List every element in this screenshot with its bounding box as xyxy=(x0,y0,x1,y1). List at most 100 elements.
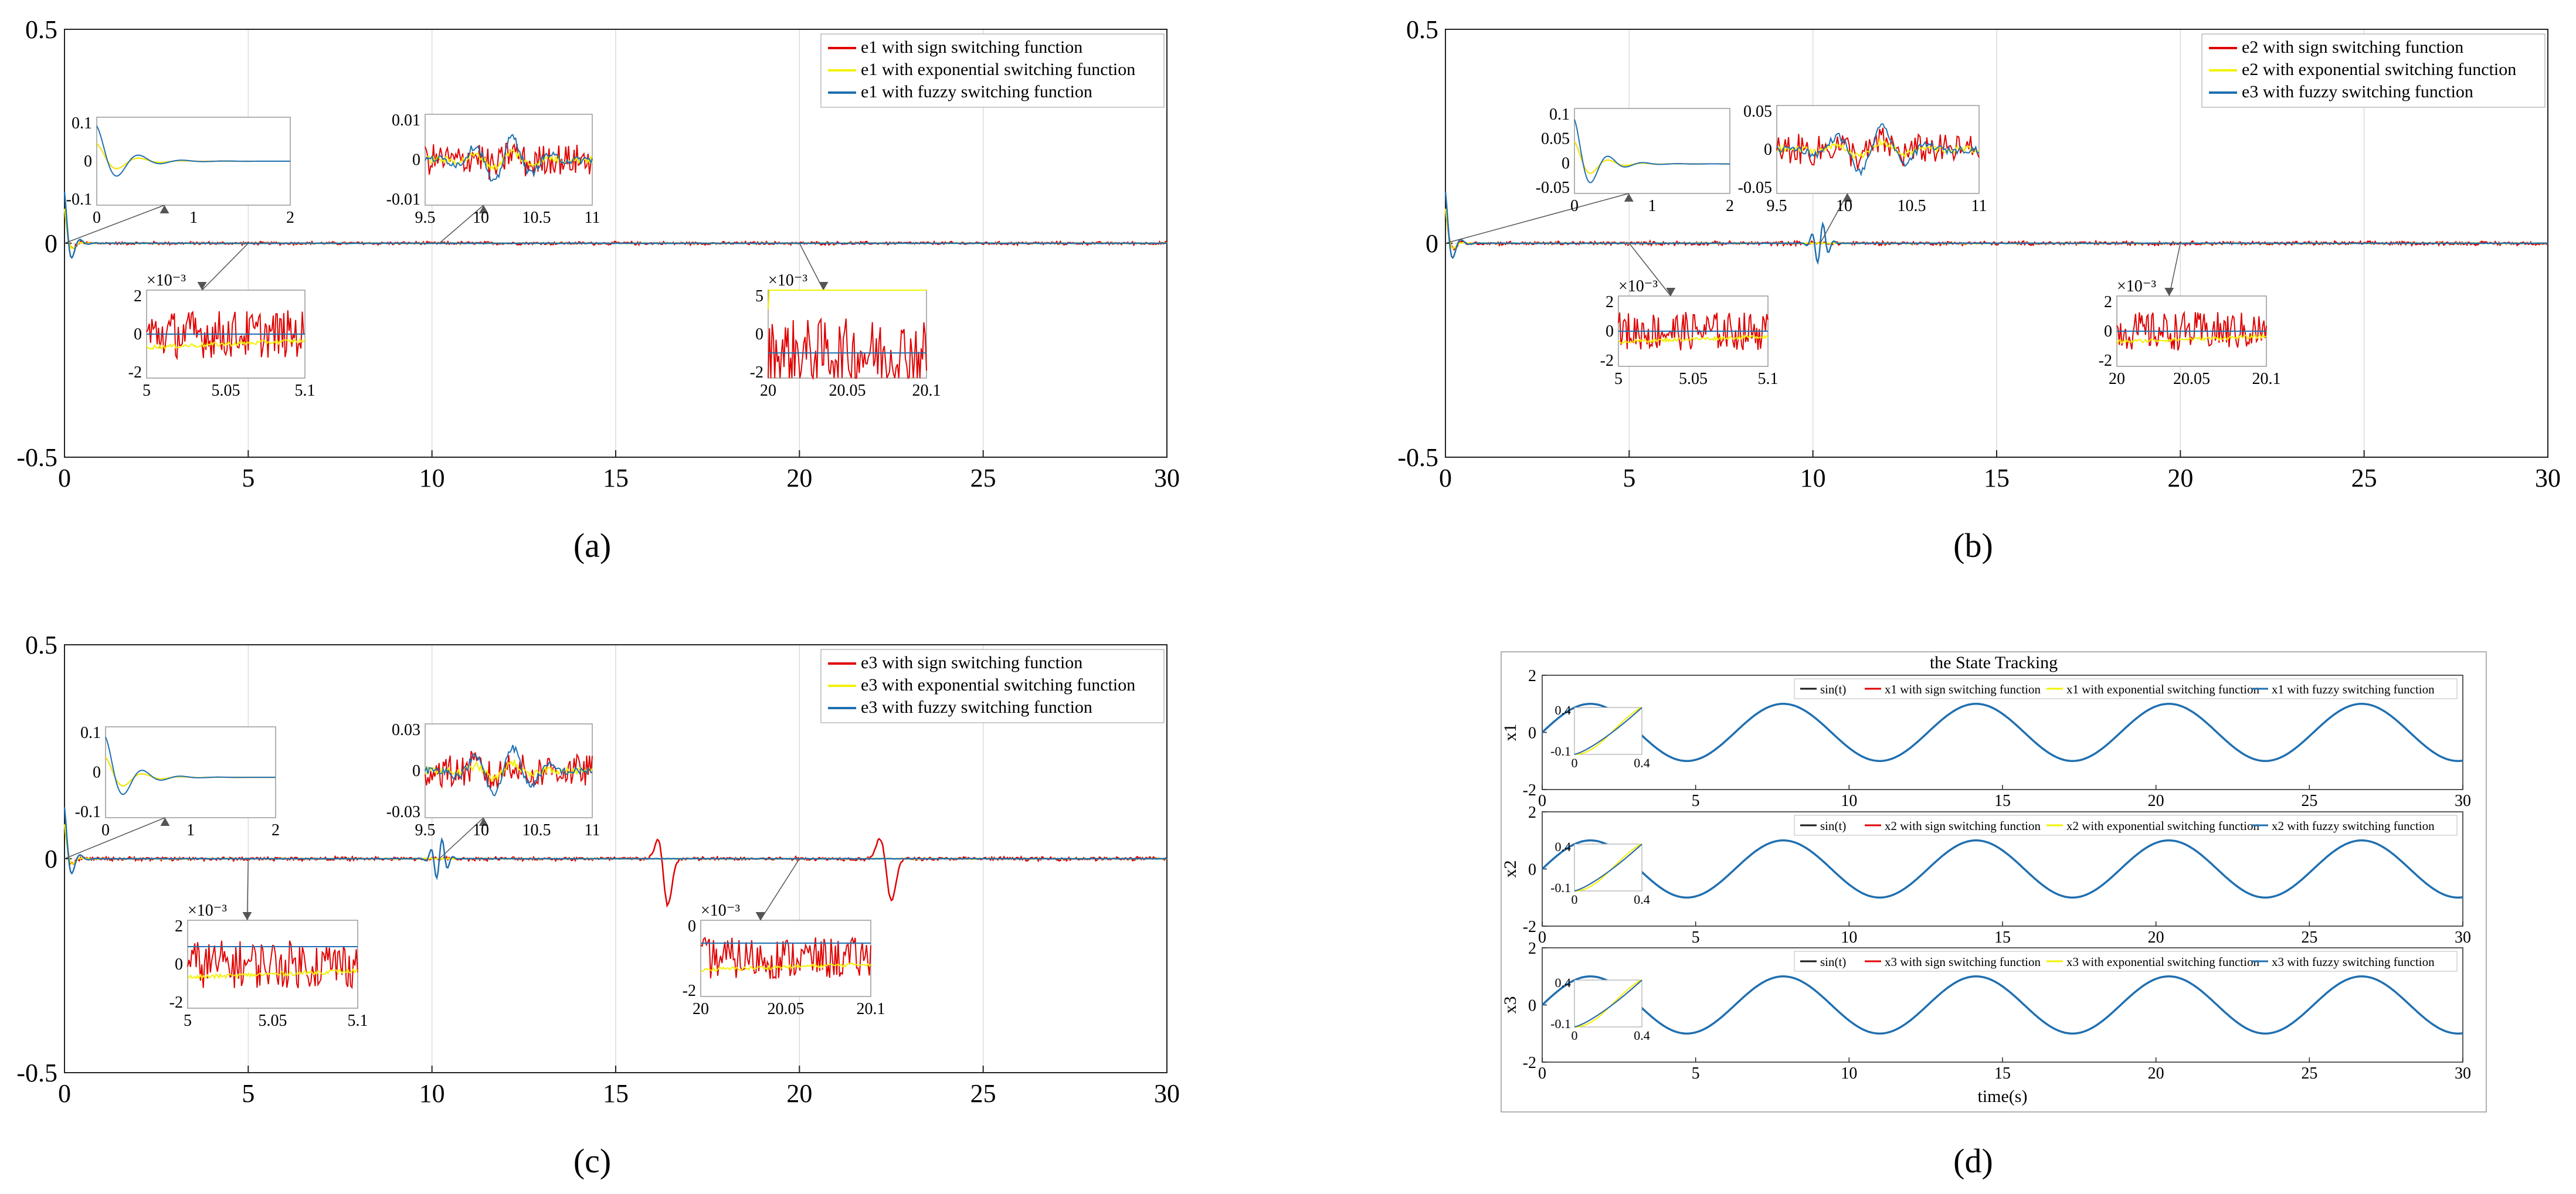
inset-series-fuzzy xyxy=(1574,843,1642,892)
inset-x-tick-0: 0 xyxy=(1572,756,1578,770)
inset-pointer-head xyxy=(160,818,170,826)
inset-x-tick-1: 1 xyxy=(189,209,198,227)
inset-x-tick-2: 5.1 xyxy=(1758,370,1779,388)
inset-x-tick-0: 9.5 xyxy=(1767,197,1787,215)
inset-x-tick-0: 20 xyxy=(693,1000,709,1018)
inset-pointer xyxy=(439,205,484,244)
y-tick-label-2: 0.5 xyxy=(25,15,57,44)
inset-series-sign xyxy=(1776,127,1980,170)
inset-y-tick-0: 2 xyxy=(1606,293,1614,311)
x-tick-label-3: 15 xyxy=(1994,1064,2011,1083)
x-axis-label: time(s) xyxy=(1978,1087,2028,1106)
legend-box xyxy=(1794,678,2458,699)
tracking-line-fuzzy xyxy=(1541,839,2463,899)
inset-x-tick-0: 20 xyxy=(2109,370,2125,388)
inset-y-tick-3: -0.05 xyxy=(1536,179,1570,197)
inset-pointer-head xyxy=(1624,193,1634,202)
legend-entry-0: e1 with sign switching function xyxy=(861,38,1082,57)
inset-1: 9.5 10 10.5 11 0.03 0 -0.03 xyxy=(386,721,600,859)
panel-b: 0 5 10 15 20 25 30-0.500.5e2 with sign switchi… xyxy=(1397,15,2561,492)
x-tick-label-4: 20 xyxy=(2148,792,2164,810)
y-tick-label-2: 2 xyxy=(1528,804,1536,822)
series-line-fuzzy xyxy=(1444,192,2548,265)
x-tick-label-0: 0 xyxy=(58,1079,71,1108)
legend-box xyxy=(820,649,1165,723)
inset-y-tick-0: 0.1 xyxy=(72,114,92,132)
inset-scale-label: ×10⁻³ xyxy=(701,902,740,920)
legend-entry-0: e3 with sign switching function xyxy=(861,653,1082,672)
inset-x-tick-0: 9.5 xyxy=(415,821,436,839)
inset-0: 0 1 20.10-0.1 xyxy=(64,724,280,859)
inset-y-tick-2: -2 xyxy=(1600,352,1614,370)
inset-x-tick-2: 10.5 xyxy=(522,821,551,839)
inset-series-fuzzy xyxy=(96,125,290,177)
legend-entry-1: x2 with sign switching function xyxy=(1885,819,2041,833)
inset-x-tick-2: 20.1 xyxy=(857,1000,885,1018)
inset-series-fuzzy xyxy=(1776,123,1980,177)
inset-y-tick-2: -2 xyxy=(128,363,142,382)
inset-x-tick-1: 10 xyxy=(473,209,489,227)
inset-2: 5 5.05 5.1 2 0 -2 ×10⁻³ xyxy=(128,243,315,400)
inset-pointer xyxy=(759,858,800,921)
x-tick-label-3: 15 xyxy=(1994,928,2011,947)
inset-pointer-head xyxy=(478,818,488,826)
inset-pointer-head xyxy=(197,282,207,290)
inset-series-exponential xyxy=(187,968,358,981)
inset-pointer xyxy=(201,243,249,291)
y-tick-label-1: 0 xyxy=(45,845,57,873)
legend-box xyxy=(1794,815,2458,836)
inset-x-tick-2: 2 xyxy=(271,821,280,839)
series-line-sign xyxy=(63,208,1167,250)
inset-x-tick-2: 10.5 xyxy=(1898,197,1926,215)
x-tick-label-2: 10 xyxy=(1800,464,1826,492)
inset-y-tick-0: 0.05 xyxy=(1743,103,1772,121)
inset-x-tick-0: 0 xyxy=(101,821,110,839)
inset-y-tick-2: -0.01 xyxy=(386,191,420,209)
legend-entry-0: sin(t) xyxy=(1820,955,1846,969)
y-tick-label-1: 0 xyxy=(1528,724,1536,743)
caption-d: (d) xyxy=(1953,1142,1993,1180)
inset-y-tick-0: 0.01 xyxy=(392,111,420,130)
x-tick-label-2: 10 xyxy=(1841,1064,1857,1083)
y-tick-label-0: -2 xyxy=(1523,918,1536,936)
inset-series-sign xyxy=(146,310,306,360)
inset-series-exponential xyxy=(700,962,871,972)
inset-y-tick-0: 2 xyxy=(134,287,142,305)
y-tick-label-1: 0 xyxy=(45,229,57,258)
legend-entry-2: e3 with fuzzy switching function xyxy=(861,698,1092,717)
legend-entry-1: e2 with exponential switching function xyxy=(2242,60,2516,79)
inset-pointer xyxy=(1445,193,1629,244)
inset-series-fuzzy xyxy=(425,744,593,797)
inset-1: 9.5 10 10.5 11 0.01 0 -0.01 xyxy=(386,111,600,244)
inset-x-tick-0: 0 xyxy=(93,209,101,227)
inset-3: 20 20.05 20.1 0 -2 ×10⁻³ xyxy=(683,858,885,1018)
inset-box xyxy=(700,920,871,997)
legend-entry-2: e3 with fuzzy switching function xyxy=(2242,82,2473,101)
y-axis-label: x3 xyxy=(1501,996,1520,1014)
inset-series-sign xyxy=(425,751,593,790)
inset-y-tick-1: -0.1 xyxy=(1550,880,1571,895)
inset-x-tick-1: 5.05 xyxy=(259,1012,287,1030)
inset-y-tick-1: 0 xyxy=(2104,322,2112,341)
inset-x-tick-1: 10 xyxy=(1836,197,1852,215)
inset-box xyxy=(1574,108,1730,194)
inset-x-tick-1: 0.4 xyxy=(1634,1028,1650,1043)
x-tick-label-2: 10 xyxy=(1841,928,1857,947)
inset-x-tick-2: 5.1 xyxy=(295,382,315,400)
legend-entry-0: sin(t) xyxy=(1820,819,1846,833)
x-tick-label-4: 20 xyxy=(2148,928,2164,947)
inset-pointer xyxy=(64,205,165,244)
inset-y-tick-0: 0.4 xyxy=(1555,703,1572,717)
x-tick-label-1: 5 xyxy=(1623,464,1635,492)
chart-title: the State Tracking xyxy=(1930,653,2058,672)
legend-entry-1: x3 with sign switching function xyxy=(1885,955,2041,969)
y-axis-label: x1 xyxy=(1501,724,1520,741)
inset-y-tick-0: 0.4 xyxy=(1555,839,1572,854)
legend-entry-0: sin(t) xyxy=(1820,682,1846,696)
inset-pointer xyxy=(246,858,249,921)
inset-x-tick-1: 1 xyxy=(186,821,195,839)
inset-x-tick-0: 0 xyxy=(1572,1028,1578,1043)
inset-scale-label: ×10⁻³ xyxy=(147,271,186,290)
x-tick-label-5: 25 xyxy=(970,464,996,492)
